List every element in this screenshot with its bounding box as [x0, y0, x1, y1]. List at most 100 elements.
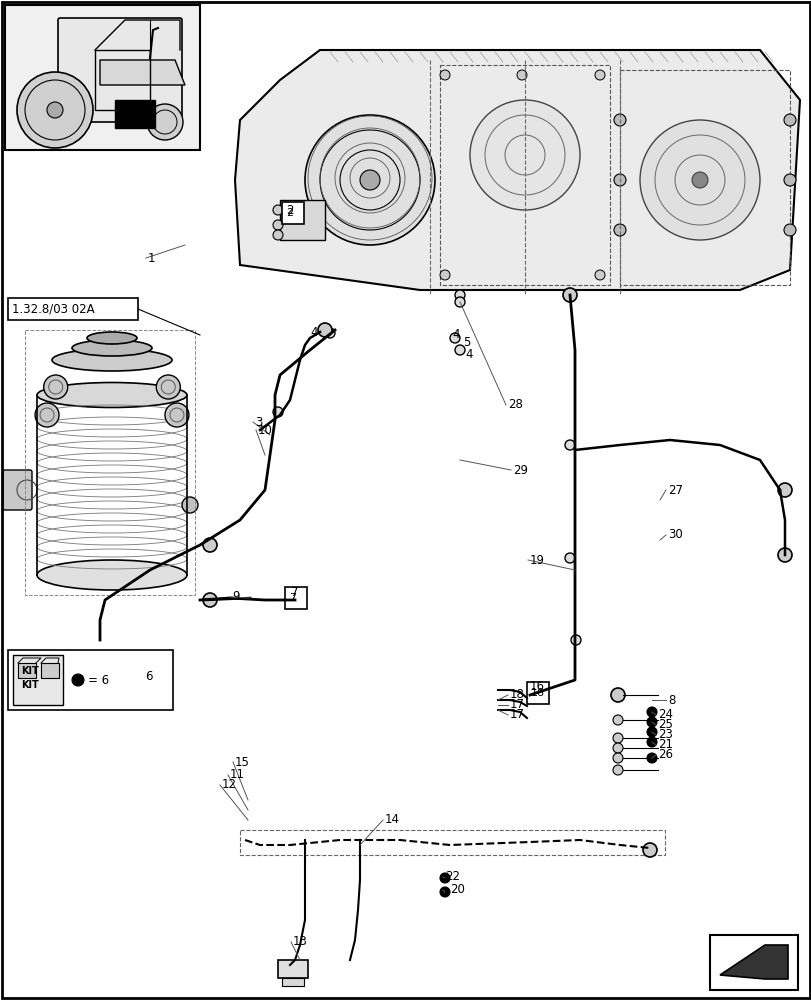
Text: 19: 19: [530, 554, 544, 566]
Circle shape: [691, 172, 707, 188]
Bar: [526, 682, 548, 704]
Text: = 6: = 6: [88, 674, 109, 686]
FancyBboxPatch shape: [3, 470, 32, 510]
Text: 9: 9: [232, 590, 239, 603]
Circle shape: [156, 375, 180, 399]
FancyBboxPatch shape: [58, 18, 182, 122]
Text: 20: 20: [449, 883, 465, 896]
Circle shape: [612, 715, 622, 725]
Circle shape: [305, 115, 435, 245]
Circle shape: [594, 270, 604, 280]
Circle shape: [182, 497, 198, 513]
Circle shape: [147, 104, 182, 140]
Circle shape: [470, 100, 579, 210]
Circle shape: [646, 737, 656, 747]
Bar: [18, 663, 36, 678]
Circle shape: [440, 873, 449, 883]
Text: 27: 27: [667, 484, 682, 496]
Text: KIT: KIT: [21, 680, 39, 690]
Circle shape: [610, 688, 624, 702]
Circle shape: [165, 403, 189, 427]
Polygon shape: [100, 60, 185, 85]
Text: 22: 22: [444, 870, 460, 883]
Text: 11: 11: [230, 768, 245, 781]
Circle shape: [564, 290, 574, 300]
Bar: [115, 100, 155, 128]
Circle shape: [594, 70, 604, 80]
Circle shape: [272, 220, 283, 230]
Circle shape: [646, 753, 656, 763]
Circle shape: [646, 717, 656, 727]
Text: 18: 18: [509, 688, 524, 702]
Circle shape: [35, 403, 59, 427]
Circle shape: [203, 538, 217, 552]
Bar: [440, 65, 609, 285]
Text: 1: 1: [148, 251, 156, 264]
Bar: [25, 330, 195, 595]
Text: 4: 4: [465, 349, 472, 361]
Circle shape: [272, 230, 283, 240]
Text: 12: 12: [221, 778, 237, 791]
Circle shape: [564, 440, 574, 450]
Circle shape: [72, 674, 84, 686]
Circle shape: [646, 707, 656, 717]
Circle shape: [517, 70, 526, 80]
Text: 3: 3: [255, 416, 262, 428]
Text: 8: 8: [667, 694, 675, 706]
Circle shape: [272, 407, 283, 417]
Text: 17: 17: [509, 708, 525, 722]
Circle shape: [449, 333, 460, 343]
Ellipse shape: [87, 332, 137, 344]
Text: 30: 30: [667, 528, 682, 542]
Circle shape: [777, 548, 791, 562]
Circle shape: [440, 270, 449, 280]
Text: 4: 4: [452, 328, 459, 342]
Circle shape: [612, 733, 622, 743]
Circle shape: [612, 753, 622, 763]
Text: 15: 15: [234, 756, 250, 768]
Bar: [285, 587, 307, 609]
Circle shape: [318, 323, 332, 337]
Bar: [8, 298, 138, 320]
Circle shape: [646, 727, 656, 737]
Text: 7: 7: [289, 593, 296, 603]
Circle shape: [454, 290, 465, 300]
Circle shape: [203, 593, 217, 607]
Text: 25: 25: [657, 718, 672, 732]
Text: 28: 28: [508, 398, 522, 412]
Circle shape: [612, 765, 622, 775]
Bar: [240, 830, 664, 855]
Bar: [280, 200, 324, 240]
Circle shape: [612, 743, 622, 753]
Ellipse shape: [37, 560, 187, 590]
Text: 16: 16: [530, 688, 544, 698]
Ellipse shape: [52, 349, 172, 371]
Circle shape: [783, 224, 795, 236]
Circle shape: [44, 375, 67, 399]
Bar: [281, 202, 303, 224]
Circle shape: [642, 843, 656, 857]
Polygon shape: [234, 50, 799, 290]
Circle shape: [777, 483, 791, 497]
Bar: [620, 70, 789, 285]
Bar: [8, 650, 173, 710]
Text: 14: 14: [384, 813, 400, 826]
Text: 17: 17: [509, 698, 525, 712]
Text: 7: 7: [290, 585, 298, 598]
Circle shape: [783, 174, 795, 186]
Text: 13: 13: [293, 935, 307, 948]
Polygon shape: [719, 945, 787, 979]
Circle shape: [570, 635, 581, 645]
Text: 2: 2: [285, 208, 293, 218]
Circle shape: [272, 205, 283, 215]
Text: 23: 23: [657, 728, 672, 742]
Bar: [5, 5, 200, 150]
Circle shape: [613, 114, 625, 126]
Text: 2: 2: [285, 204, 293, 217]
Circle shape: [783, 114, 795, 126]
Circle shape: [613, 224, 625, 236]
Text: 6: 6: [145, 670, 152, 684]
Bar: [13, 655, 63, 705]
Ellipse shape: [72, 340, 152, 356]
Text: 5: 5: [462, 336, 470, 349]
